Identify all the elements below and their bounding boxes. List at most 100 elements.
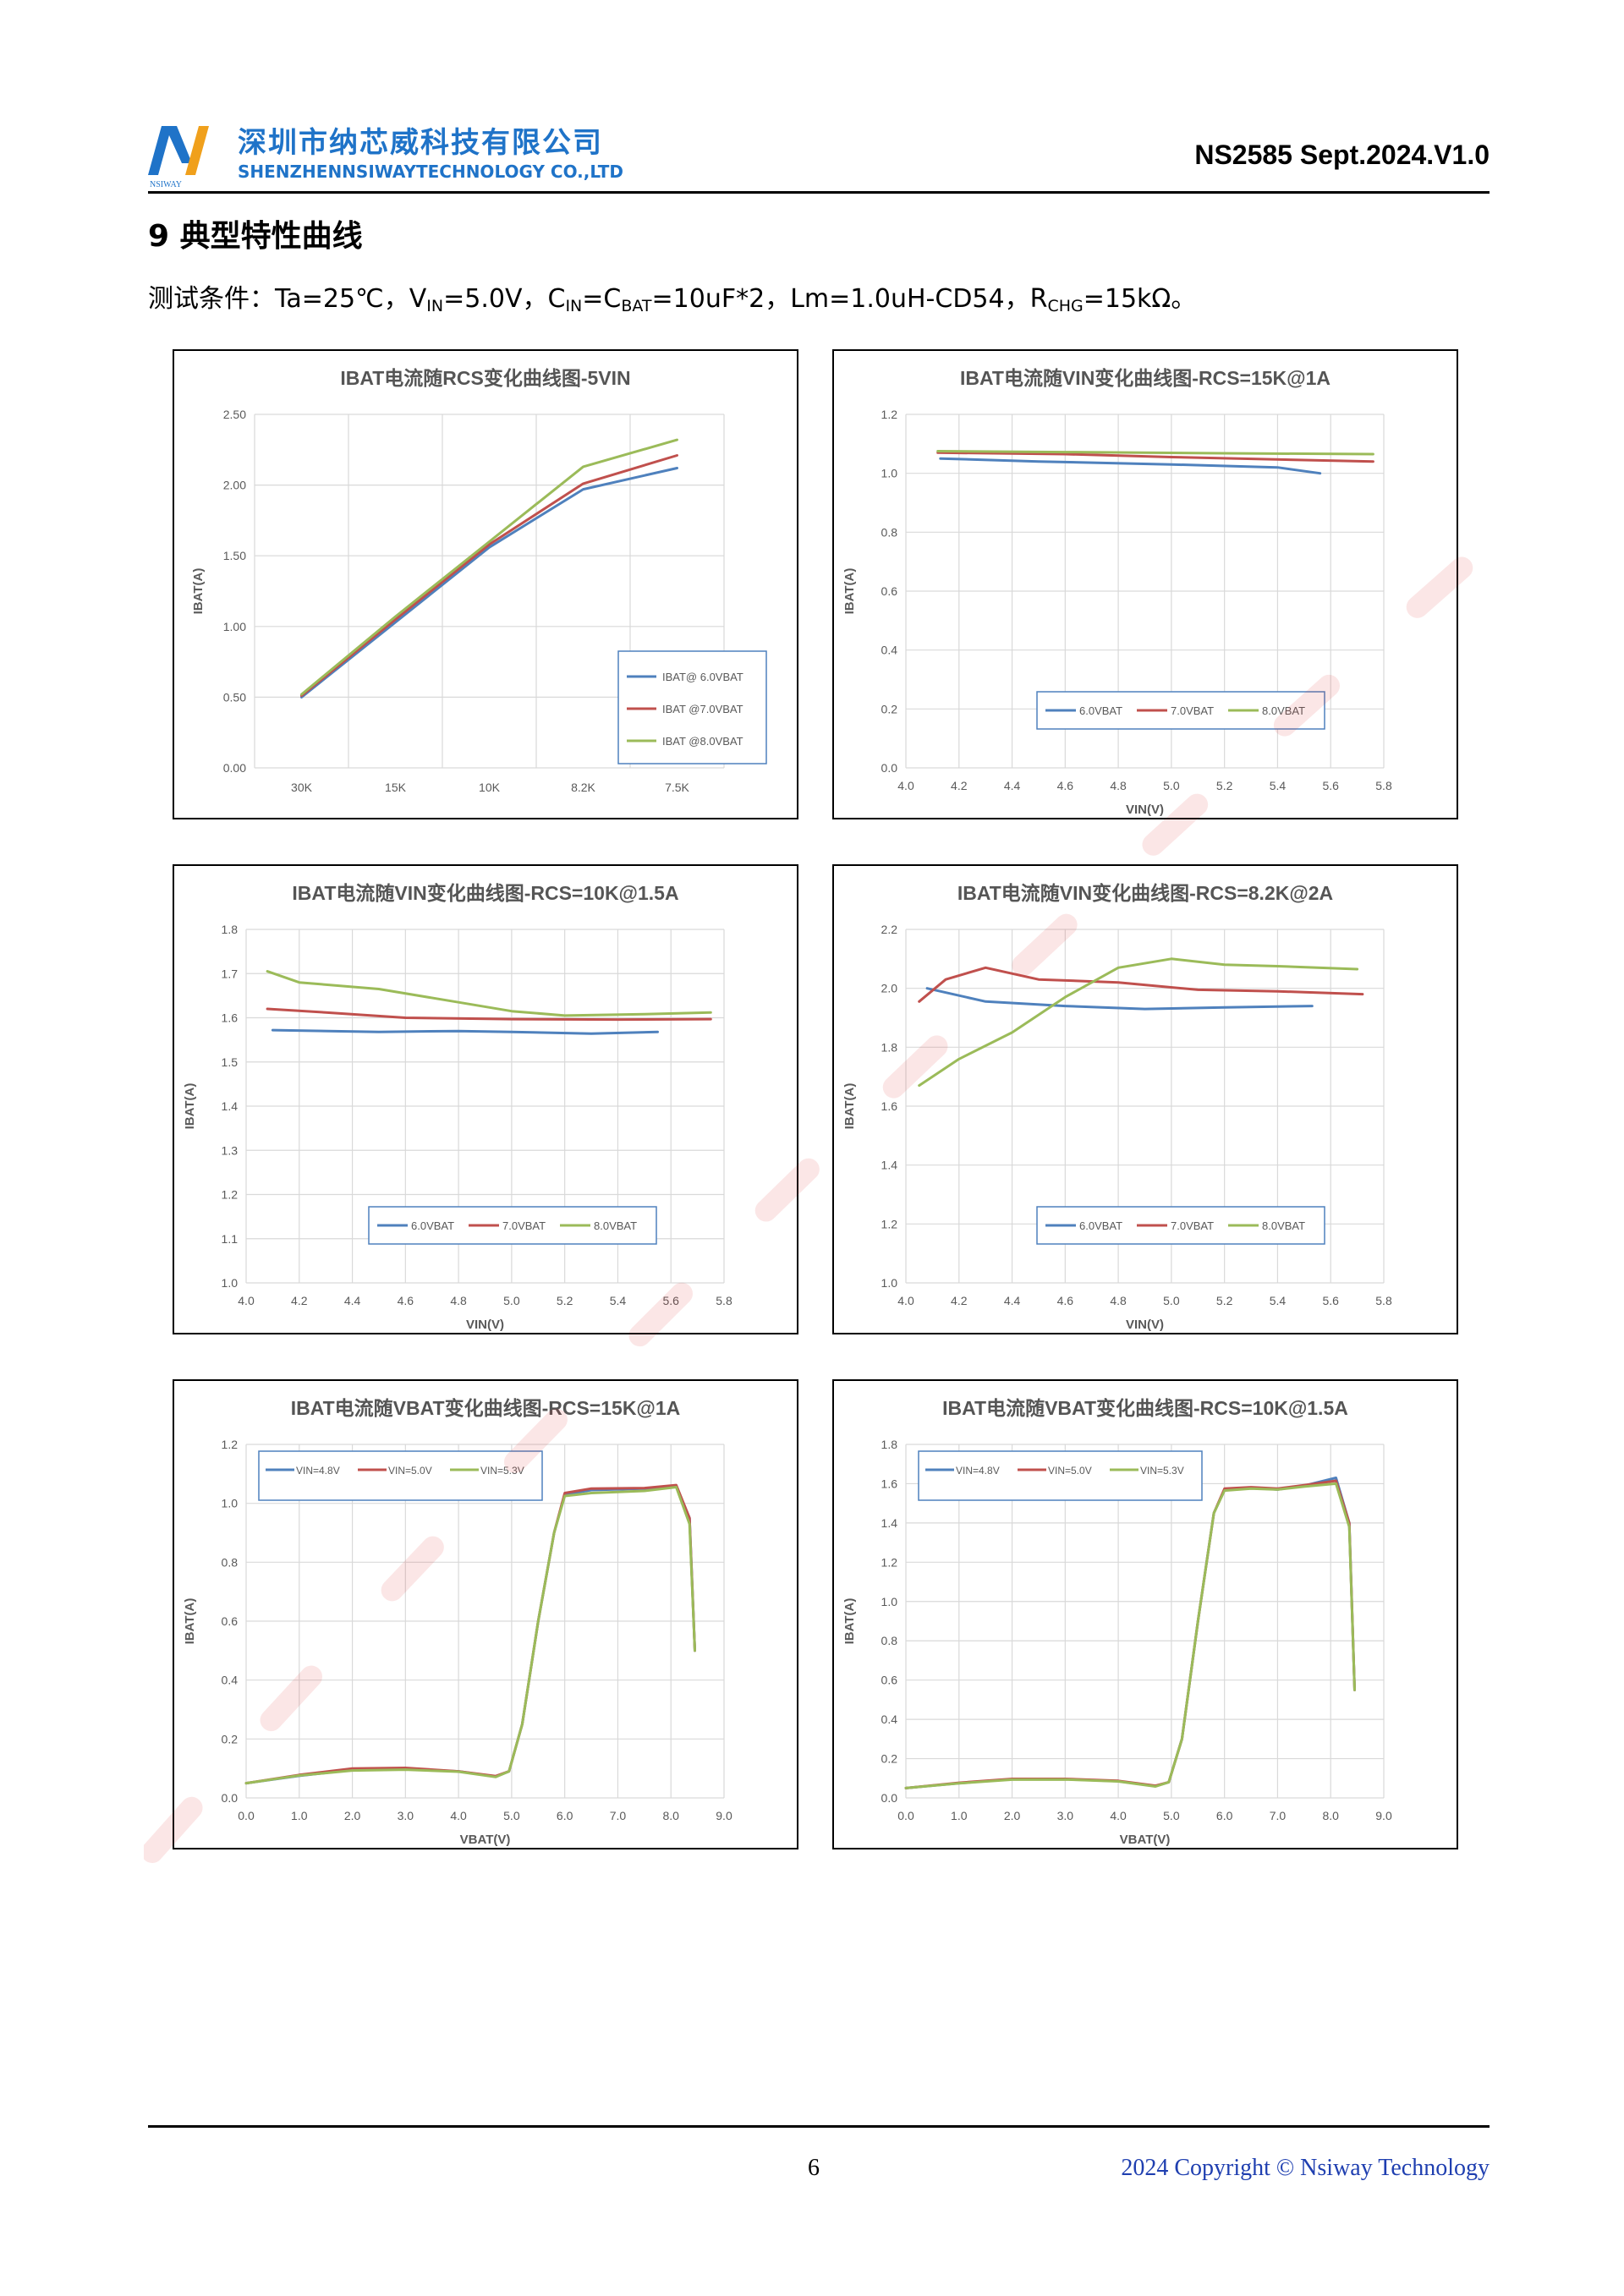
x-tick-label: 2.0 xyxy=(344,1809,361,1822)
x-tick-label: 4.4 xyxy=(1004,1294,1021,1307)
x-tick-label: 9.0 xyxy=(1375,1809,1392,1822)
x-tick-label: 4.0 xyxy=(450,1809,467,1822)
y-axis-label: IBAT(A) xyxy=(842,1083,857,1130)
test-conditions: 测试条件：Ta=25℃，VIN=5.0V，CIN=CBAT=10uF*2，Lm=… xyxy=(148,277,1196,315)
y-tick-label: 0.00 xyxy=(223,761,246,775)
y-tick-label: 0.6 xyxy=(881,584,898,598)
series-line-3 xyxy=(300,438,678,696)
series-line-2 xyxy=(936,451,1374,463)
x-axis-label: VIN(V) xyxy=(1126,1318,1164,1332)
y-tick-label: 1.0 xyxy=(222,1276,239,1290)
x-tick-label: 5.2 xyxy=(557,1294,573,1307)
legend-label: 7.0VBAT xyxy=(1171,704,1214,717)
chart-title: IBAT电流随VIN变化曲线图-RCS=15K@1A xyxy=(960,367,1330,389)
y-tick-label: 1.0 xyxy=(881,467,898,480)
logo-text: NSIWAY xyxy=(150,180,182,189)
series-line-1 xyxy=(300,467,678,699)
x-tick-label: 5.8 xyxy=(1375,1294,1392,1307)
series-line-1 xyxy=(939,457,1322,475)
legend-label: 8.0VBAT xyxy=(1262,1219,1305,1232)
y-tick-label: 2.2 xyxy=(881,923,898,936)
x-tick-label: 6.0 xyxy=(557,1809,573,1822)
x-tick-label: 7.0 xyxy=(610,1809,627,1822)
y-tick-label: 1.5 xyxy=(222,1055,239,1069)
x-axis-label: VIN(V) xyxy=(466,1318,504,1332)
series-line-3 xyxy=(266,970,712,1017)
y-tick-label: 1.2 xyxy=(881,1555,898,1569)
chart-legend: VIN=4.8V VIN=5.0V VIN=5.3V xyxy=(258,1450,543,1501)
chart-title: IBAT电流随VBAT变化曲线图-RCS=15K@1A xyxy=(291,1397,681,1419)
y-tick-label: 0.0 xyxy=(881,761,898,775)
x-tick-label: 7.5K xyxy=(665,781,689,794)
x-tick-label: 0.0 xyxy=(897,1809,914,1822)
x-tick-label: 8.0 xyxy=(662,1809,679,1822)
cond-part3: =C xyxy=(582,284,622,314)
chart-title: IBAT电流随RCS变化曲线图-5VIN xyxy=(340,367,630,389)
cond-vin-sub: IN xyxy=(426,297,444,315)
y-tick-label: 0.8 xyxy=(222,1555,239,1569)
company-name-en: SHENZHENNSIWAYTECHNOLOGY CO.,LTD xyxy=(238,162,624,182)
y-tick-label: 2.00 xyxy=(223,479,246,492)
x-tick-label: 5.8 xyxy=(1375,779,1392,792)
series-line-3 xyxy=(904,1482,1356,1789)
x-tick-label: 7.0 xyxy=(1270,1809,1287,1822)
chart-panel-1: IBAT电流随RCS变化曲线图-5VIN 0.00 0.50 1.00 1.50 2.00… xyxy=(173,349,798,819)
y-tick-label: 1.4 xyxy=(881,1516,898,1530)
cond-rchg-sub: CHG xyxy=(1047,297,1084,315)
cond-part4: =10uF*2，Lm=1.0uH-CD54，R xyxy=(651,284,1048,314)
y-tick-label: 0.50 xyxy=(223,690,246,704)
cond-cin-sub: IN xyxy=(565,297,583,315)
copyright: 2024 Copyright © Nsiway Technology xyxy=(1121,2155,1490,2181)
legend-label: VIN=4.8V xyxy=(956,1465,1000,1477)
page-number: 6 xyxy=(808,2155,820,2181)
cond-part5: =15kΩ。 xyxy=(1083,284,1197,314)
series-line-3 xyxy=(244,1486,696,1785)
series-line-3 xyxy=(918,957,1359,1088)
x-tick-label: 5.6 xyxy=(1322,1294,1339,1307)
y-tick-label: 0.2 xyxy=(881,1752,898,1766)
x-tick-label: 5.4 xyxy=(1270,1294,1287,1307)
x-tick-label: 8.2K xyxy=(571,781,595,794)
chart-title: IBAT电流随VIN变化曲线图-RCS=10K@1.5A xyxy=(292,882,678,904)
y-tick-label: 1.8 xyxy=(881,1040,898,1054)
cond-prefix: 测试条件：Ta=25℃，V xyxy=(148,284,427,314)
legend-label: VIN=5.3V xyxy=(480,1465,524,1477)
y-tick-label: 0.0 xyxy=(881,1791,898,1805)
section-title: 9 典型特性曲线 xyxy=(148,219,363,254)
series-line-1 xyxy=(904,1477,1356,1789)
x-tick-label: 4.6 xyxy=(1057,1294,1074,1307)
chart-legend: 6.0VBAT 7.0VBAT 8.0VBAT xyxy=(1036,1206,1325,1245)
series-line-1 xyxy=(271,1028,659,1035)
company-name-cn: 深圳市纳芯威科技有限公司 xyxy=(238,126,603,160)
x-tick-label: 4.0 xyxy=(897,1294,914,1307)
y-axis-label: IBAT(A) xyxy=(183,1598,197,1645)
x-tick-label: 4.0 xyxy=(897,779,914,792)
x-axis-label: VBAT(V) xyxy=(460,1833,511,1847)
y-tick-label: 0.2 xyxy=(881,702,898,715)
y-tick-label: 1.2 xyxy=(881,1217,898,1230)
series-line-1 xyxy=(925,987,1314,1011)
chart-panel-6: IBAT电流随VBAT变化曲线图-RCS=10K@1.5A 0.0 0.2 0.4 0.… xyxy=(832,1379,1458,1849)
x-tick-label: 5.0 xyxy=(503,1809,520,1822)
chart-ibat-vs-vin-10k: IBAT电流随VIN变化曲线图-RCS=10K@1.5A 1.0 1.1 1.2 1.3… xyxy=(183,882,732,1332)
y-tick-label: 1.00 xyxy=(223,620,246,633)
x-tick-label: 5.6 xyxy=(1322,779,1339,792)
y-tick-label: 1.0 xyxy=(881,1276,898,1290)
y-tick-label: 1.6 xyxy=(222,1011,239,1025)
chart-legend: 6.0VBAT 7.0VBAT 8.0VBAT xyxy=(1036,691,1325,730)
x-tick-label: 6.0 xyxy=(1216,1809,1233,1822)
x-tick-label: 5.0 xyxy=(503,1294,520,1307)
footer-divider xyxy=(148,2125,1490,2128)
x-tick-label: 1.0 xyxy=(291,1809,308,1822)
y-tick-label: 1.2 xyxy=(222,1438,239,1451)
chart-ibat-vs-vin-15k: IBAT电流随VIN变化曲线图-RCS=15K@1A 0.0 0.2 0.4 0.6 0.… xyxy=(842,367,1392,817)
y-tick-label: 1.8 xyxy=(881,1438,898,1451)
x-tick-label: 5.2 xyxy=(1216,1294,1233,1307)
series-line-2 xyxy=(918,966,1364,1003)
x-tick-label: 5.4 xyxy=(610,1294,627,1307)
y-tick-label: 1.2 xyxy=(222,1188,239,1202)
x-tick-label: 5.0 xyxy=(1163,1809,1180,1822)
legend-label: 6.0VBAT xyxy=(1079,1219,1122,1232)
series-line-2 xyxy=(904,1479,1356,1789)
chart-panel-4: IBAT电流随VIN变化曲线图-RCS=8.2K@2A 1.0 1.2 1.4 1.6 1… xyxy=(832,864,1458,1334)
